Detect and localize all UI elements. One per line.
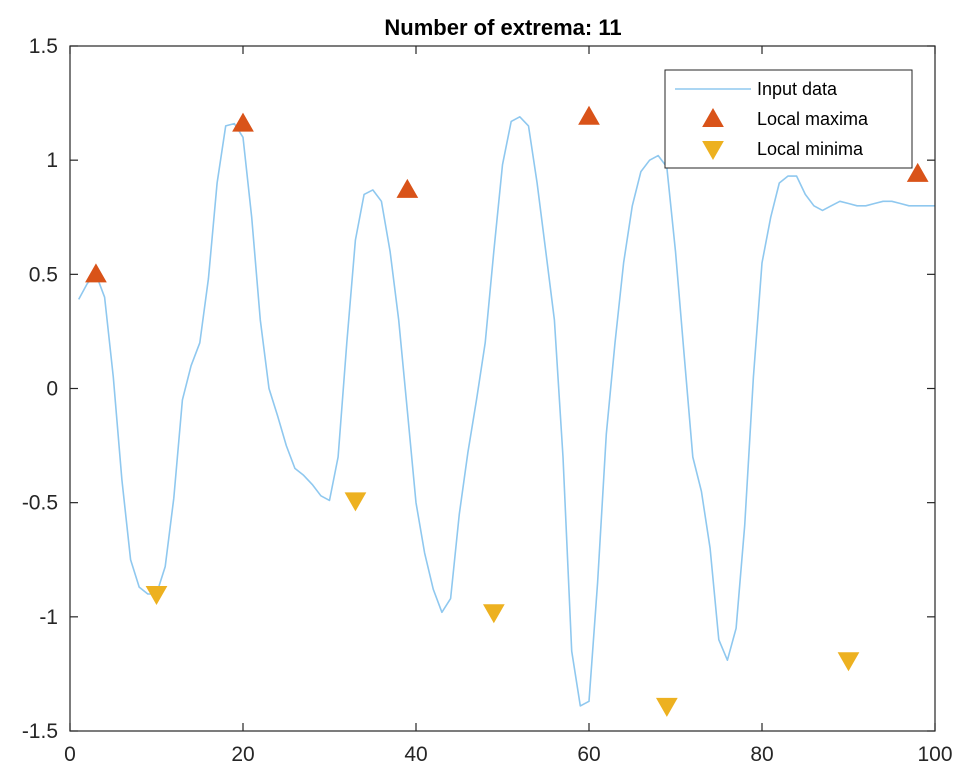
legend-marker-swatch <box>702 141 724 161</box>
x-tick-label: 60 <box>577 743 600 766</box>
local-minimum-marker <box>837 652 860 672</box>
legend-box <box>664 69 913 169</box>
local-maximum-marker <box>906 162 929 182</box>
input-data-line <box>77 116 935 707</box>
y-tick-label: -0.5 <box>22 492 58 515</box>
chart-title: Number of extrema: 11 <box>384 15 621 40</box>
local-minimum-marker <box>145 586 168 606</box>
local-minimum-marker <box>344 492 367 512</box>
y-tick-label: 1 <box>46 149 58 172</box>
axes: 0 20 40 60 80 100 -1.5 -1 -0.5 0 0.5 1 1.5 <box>22 35 953 766</box>
legend-label: Local maxima <box>757 109 869 129</box>
legend-label: Local minima <box>757 139 864 159</box>
y-tick-label: 0 <box>46 378 58 401</box>
local-maximum-marker <box>396 178 419 198</box>
y-tick-label: -1.5 <box>22 720 58 743</box>
local-maximum-marker <box>232 112 254 132</box>
legend: Input data Local maxima Local minima <box>664 69 913 169</box>
local-maximum-marker <box>578 105 600 125</box>
local-minimum-marker <box>655 697 678 717</box>
x-tick-label: 80 <box>750 743 773 766</box>
x-tick-label: 20 <box>231 743 254 766</box>
local-minimum-marker <box>482 604 505 624</box>
y-tick-label: -1 <box>39 606 58 629</box>
x-tick-label: 40 <box>404 743 427 766</box>
legend-marker-swatch <box>702 107 724 127</box>
plot-area <box>77 105 935 717</box>
x-tick-label: 100 <box>917 743 952 766</box>
y-tick-label: 1.5 <box>29 35 58 58</box>
x-tick-label: 0 <box>64 743 76 766</box>
y-tick-label: 0.5 <box>29 263 58 286</box>
legend-label: Input data <box>757 79 838 99</box>
local-maximum-marker <box>85 263 107 283</box>
